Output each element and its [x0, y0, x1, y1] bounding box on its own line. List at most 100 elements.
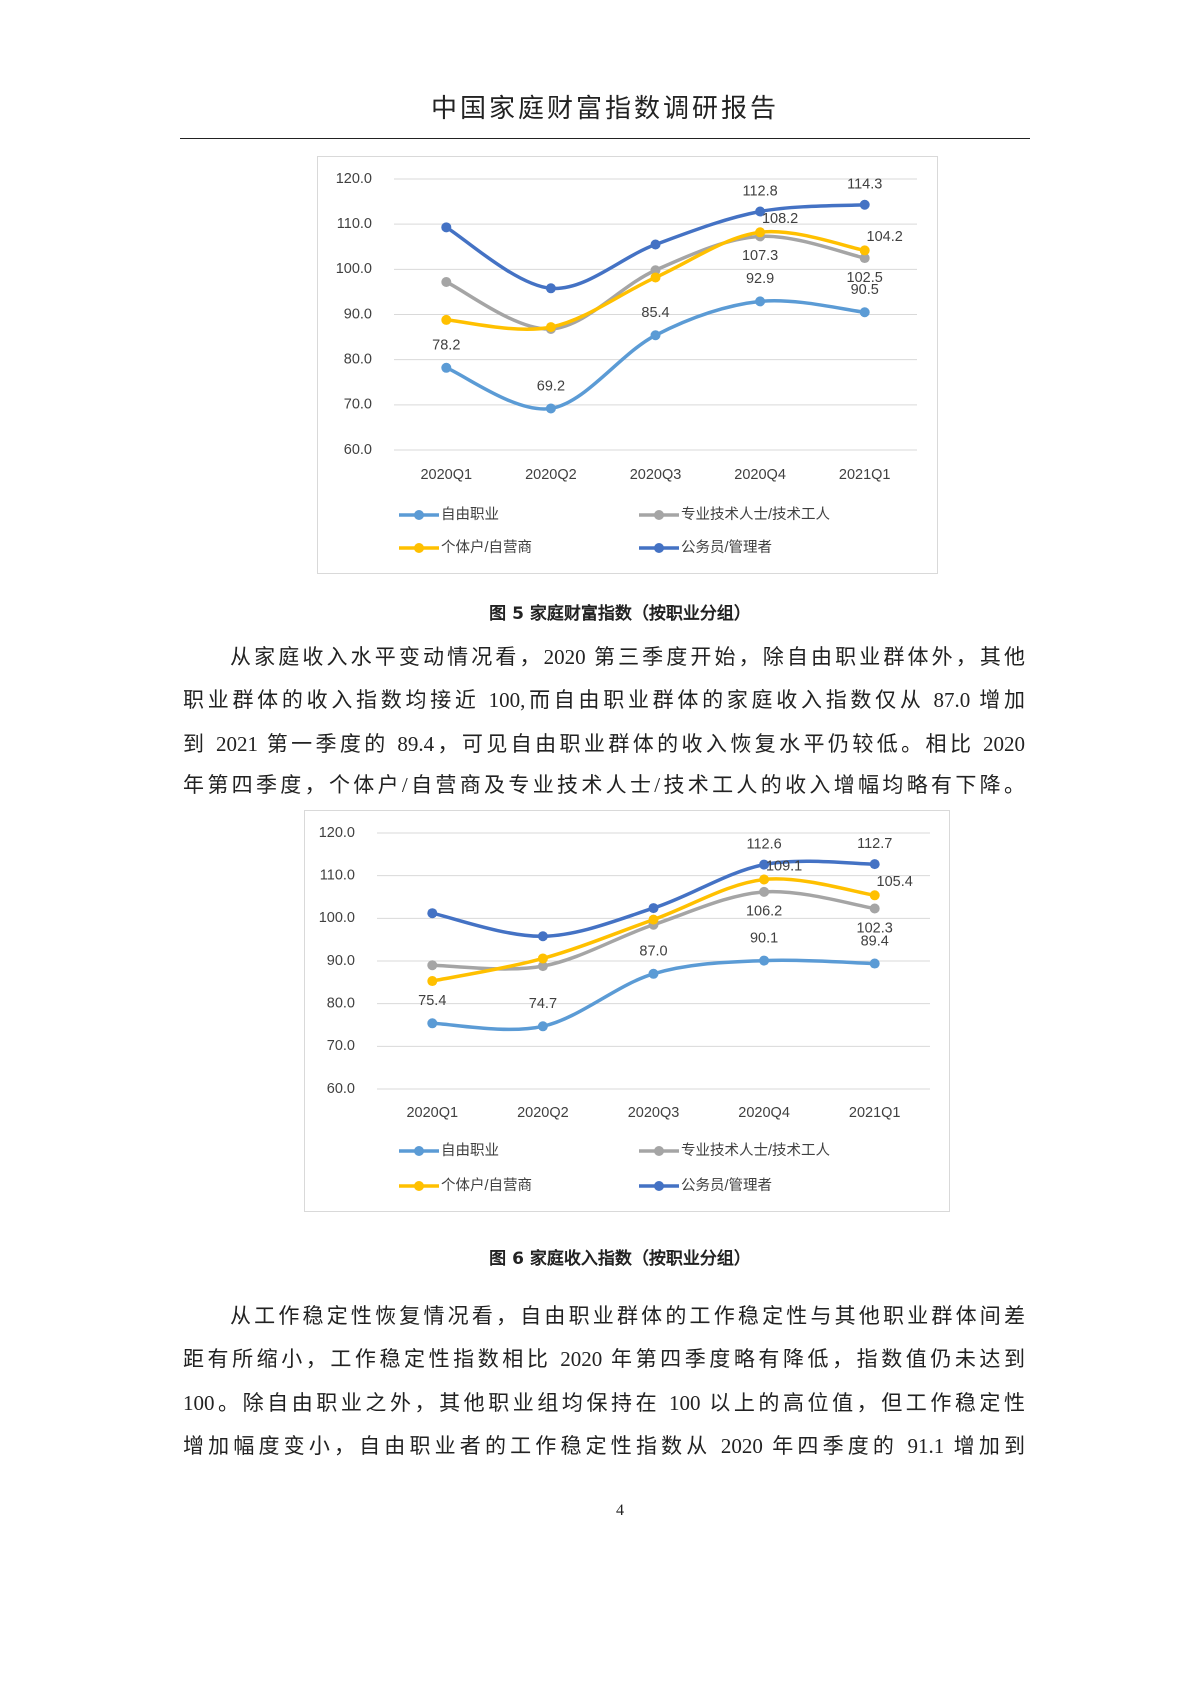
data-label: 107.3 [742, 248, 778, 264]
x-tick-label: 2020Q1 [420, 467, 472, 483]
legend-marker [654, 1146, 664, 1156]
y-tick-label: 60.0 [344, 442, 372, 458]
y-tick-label: 100.0 [336, 261, 372, 277]
data-point [650, 265, 661, 276]
data-label: 92.9 [746, 271, 774, 287]
data-label: 90.5 [851, 282, 879, 298]
legend-marker [414, 543, 424, 553]
y-tick-label: 110.0 [337, 216, 372, 232]
chart: 60.0 70.0 80.0 90.0 100.0 110.0 120.0 2020Q1 202… [317, 156, 938, 574]
page-number: 4 [616, 1502, 624, 1519]
paragraph-line: 距有所缩小，工作稳定性指数相比 2020 年第四季度略有降低，指数值仍未达到 [183, 1347, 1025, 1371]
y-tick-label: 90.0 [344, 306, 372, 322]
data-point [441, 362, 452, 373]
data-point [755, 206, 766, 217]
y-tick-label: 80.0 [327, 995, 355, 1011]
legend-label: 自由职业 [441, 506, 499, 523]
paragraph-line: 年第四季度，个体户/自营商及专业技术人士/技术工人的收入增幅均略有下降。 [183, 773, 1025, 797]
paragraph-line: 到 2021 第一季度的 89.4，可见自由职业群体的收入恢复水平仍较低。相比 … [183, 732, 1025, 756]
data-label: 69.2 [537, 378, 565, 394]
data-point [755, 296, 766, 307]
data-point [427, 1018, 438, 1029]
data-label: 75.4 [418, 993, 446, 1009]
x-tick-label: 2020Q2 [525, 467, 577, 483]
data-point [650, 272, 661, 283]
x-tick-label: 2020Q4 [738, 1105, 790, 1121]
x-tick-label: 2020Q3 [628, 1105, 680, 1121]
data-label: 89.4 [861, 933, 889, 949]
legend-label: 个体户/自营商 [441, 1177, 532, 1194]
y-tick-label: 120.0 [319, 825, 355, 841]
data-label: 108.2 [762, 211, 798, 227]
data-point [427, 976, 438, 987]
data-label: 106.2 [746, 904, 782, 920]
y-tick-label: 80.0 [344, 351, 372, 367]
data-point [759, 874, 770, 885]
data-point [545, 322, 556, 333]
data-point [755, 227, 766, 238]
data-point [537, 1021, 548, 1032]
data-point [759, 955, 770, 966]
data-label: 90.1 [750, 930, 778, 946]
y-tick-label: 100.0 [319, 910, 355, 926]
data-label: 104.2 [867, 229, 903, 245]
y-tick-label: 60.0 [327, 1081, 355, 1097]
data-point [859, 253, 870, 264]
data-point [859, 307, 870, 318]
figure-caption: 图 5 家庭财富指数（按职业分组） [489, 604, 751, 624]
paragraph-line: 增加幅度变小，自由职业者的工作稳定性指数从 2020 年四季度的 91.1 增加… [183, 1434, 1025, 1458]
data-label: 102.5 [847, 270, 883, 286]
data-label: 112.6 [746, 836, 781, 852]
legend-marker [654, 510, 664, 520]
data-point [648, 903, 659, 914]
data-point [650, 330, 661, 341]
header-rule [180, 138, 1030, 139]
x-tick-label: 2021Q1 [839, 467, 891, 483]
data-point [869, 903, 880, 914]
legend-marker [414, 1146, 424, 1156]
x-tick-label: 2020Q3 [630, 467, 682, 483]
legend-label: 公务员/管理者 [681, 1177, 772, 1194]
figure-caption: 图 6 家庭收入指数（按职业分组） [489, 1249, 751, 1269]
legend-label: 专业技术人士/技术工人 [681, 506, 830, 523]
y-tick-label: 90.0 [327, 953, 355, 969]
data-point [537, 931, 548, 942]
data-point [648, 914, 659, 925]
data-point [869, 890, 880, 901]
legend-marker [654, 1181, 664, 1191]
data-point [441, 222, 452, 233]
data-point [859, 245, 870, 256]
x-tick-label: 2021Q1 [849, 1105, 901, 1121]
data-point [427, 908, 438, 919]
y-tick-label: 70.0 [327, 1038, 355, 1054]
data-label: 78.2 [432, 338, 460, 354]
legend-label: 自由职业 [441, 1142, 499, 1159]
data-point [537, 961, 548, 972]
data-point [859, 199, 870, 210]
paragraph-line: 职业群体的收入指数均接近 100,而自由职业群体的家庭收入指数仅从 87.0 增… [183, 688, 1025, 712]
x-tick-label: 2020Q1 [406, 1105, 458, 1121]
data-point [545, 283, 556, 294]
data-point [427, 960, 438, 971]
data-point [869, 958, 880, 969]
legend-marker [414, 1181, 424, 1191]
paragraph-line: 100。除自由职业之外，其他职业组均保持在 100 以上的高位值，但工作稳定性 [183, 1391, 1025, 1415]
y-tick-label: 70.0 [344, 397, 372, 413]
data-point [650, 239, 661, 250]
data-label: 85.4 [641, 305, 669, 321]
chart: 60.0 70.0 80.0 90.0 100.0 110.0 120.0 2020Q1 202… [304, 810, 950, 1212]
legend-label: 个体户/自营商 [441, 539, 532, 556]
data-point [441, 314, 452, 325]
data-point [759, 886, 770, 897]
data-label: 87.0 [639, 944, 667, 960]
legend-label: 专业技术人士/技术工人 [681, 1142, 830, 1159]
legend-marker [654, 543, 664, 553]
data-point [441, 276, 452, 287]
data-point [537, 953, 548, 964]
paragraph-line: 从工作稳定性恢复情况看，自由职业群体的工作稳定性与其他职业群体间差 [230, 1304, 1025, 1328]
data-label: 105.4 [877, 874, 913, 890]
data-label: 112.7 [857, 836, 892, 852]
data-point [869, 859, 880, 870]
data-label: 112.8 [742, 183, 777, 199]
